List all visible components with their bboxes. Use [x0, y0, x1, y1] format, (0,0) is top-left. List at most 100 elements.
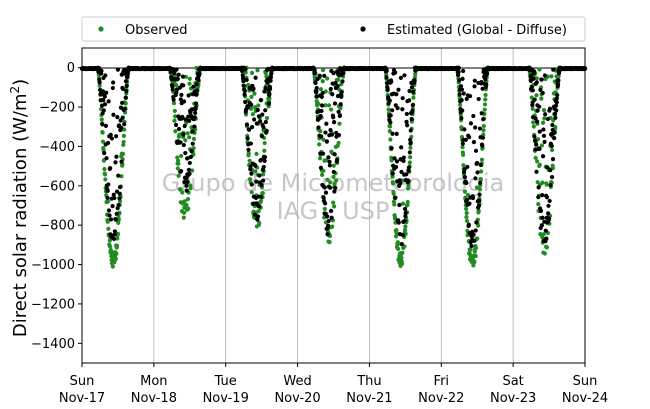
- observed-point: [458, 102, 463, 107]
- observed-point: [191, 136, 197, 141]
- estimated-point: [333, 80, 338, 86]
- observed-point: [389, 158, 394, 163]
- observed-point: [407, 160, 412, 165]
- x-tick-label-date: Nov-19: [203, 391, 249, 406]
- estimated-point: [170, 87, 175, 92]
- estimated-point: [191, 84, 196, 89]
- observed-point: [461, 163, 466, 168]
- observed-point: [406, 183, 411, 188]
- estimated-point: [550, 122, 555, 128]
- observed-point: [331, 174, 336, 179]
- estimated-point: [469, 243, 474, 249]
- estimated-point: [541, 133, 547, 138]
- observed-point: [116, 220, 121, 225]
- observed-point: [553, 124, 558, 130]
- estimated-point: [556, 78, 561, 83]
- observed-point: [387, 124, 393, 129]
- estimated-point: [323, 190, 329, 195]
- estimated-point: [478, 180, 483, 185]
- estimated-point: [386, 95, 391, 100]
- estimated-point: [122, 122, 127, 127]
- estimated-point: [532, 134, 537, 139]
- estimated-point: [263, 119, 268, 125]
- estimated-point: [259, 134, 265, 139]
- observed-point: [185, 131, 190, 136]
- estimated-point: [404, 172, 409, 177]
- estimated-point: [393, 195, 398, 200]
- observed-point: [386, 107, 391, 112]
- estimated-point: [179, 168, 184, 174]
- estimated-point: [467, 135, 472, 140]
- estimated-point: [106, 208, 112, 213]
- estimated-point: [338, 102, 343, 107]
- estimated-point: [552, 136, 557, 141]
- estimated-point: [195, 88, 200, 93]
- estimated-point: [329, 132, 335, 137]
- estimated-point: [339, 94, 344, 99]
- observed-point: [479, 157, 485, 162]
- observed-point: [481, 132, 486, 137]
- observed-point: [541, 232, 546, 237]
- estimated-point: [539, 223, 544, 228]
- estimated-point: [99, 68, 104, 73]
- legend-marker-observed: [98, 26, 104, 32]
- observed-point: [99, 117, 104, 122]
- estimated-point: [537, 146, 542, 151]
- observed-point: [249, 106, 254, 111]
- observed-point: [103, 177, 108, 182]
- estimated-point: [393, 164, 399, 170]
- estimated-point: [400, 232, 406, 238]
- estimated-point: [252, 117, 257, 122]
- observed-point: [529, 95, 534, 100]
- estimated-point: [545, 116, 550, 122]
- estimated-point: [335, 83, 340, 89]
- observed-point: [540, 120, 546, 125]
- estimated-point: [408, 128, 413, 133]
- y-tick-label: −1000: [31, 258, 75, 273]
- observed-point: [317, 142, 322, 147]
- estimated-point: [553, 115, 558, 120]
- observed-point: [100, 139, 106, 144]
- x-tick-label-day: Mon: [140, 374, 167, 389]
- observed-point: [318, 129, 323, 134]
- estimated-point: [408, 137, 413, 142]
- estimated-point: [477, 198, 482, 203]
- observed-point: [464, 214, 469, 220]
- estimated-point: [176, 126, 182, 132]
- observed-point: [106, 226, 111, 231]
- observed-point: [182, 199, 187, 204]
- estimated-point: [476, 96, 481, 102]
- estimated-point: [193, 101, 199, 106]
- estimated-point: [471, 113, 476, 119]
- observed-point: [115, 231, 121, 236]
- estimated-point: [245, 136, 250, 141]
- estimated-point: [484, 82, 489, 87]
- estimated-point: [473, 176, 478, 181]
- observed-point: [336, 140, 341, 146]
- estimated-point: [102, 94, 107, 99]
- estimated-point: [110, 85, 115, 91]
- estimated-point: [541, 127, 546, 132]
- estimated-point: [332, 189, 337, 194]
- estimated-point: [394, 92, 399, 97]
- observed-point: [464, 210, 469, 216]
- estimated-point: [542, 139, 547, 145]
- x-tick-label-day: Fri: [434, 374, 450, 389]
- estimated-point: [334, 157, 340, 163]
- estimated-point: [120, 86, 126, 92]
- estimated-point: [315, 76, 320, 82]
- observed-point: [173, 114, 178, 119]
- observed-point: [394, 228, 399, 233]
- x-tick-label-day: Tue: [214, 374, 237, 389]
- observed-point: [542, 116, 547, 121]
- estimated-point: [460, 76, 465, 81]
- observed-point: [477, 187, 483, 192]
- estimated-point: [459, 98, 464, 103]
- observed-point: [113, 256, 118, 261]
- observed-point: [105, 219, 110, 224]
- estimated-point: [243, 99, 248, 105]
- observed-point: [187, 81, 192, 86]
- estimated-point: [108, 217, 114, 222]
- estimated-point: [267, 86, 273, 91]
- legend-label-estimated: Estimated (Global - Diffuse): [387, 23, 567, 38]
